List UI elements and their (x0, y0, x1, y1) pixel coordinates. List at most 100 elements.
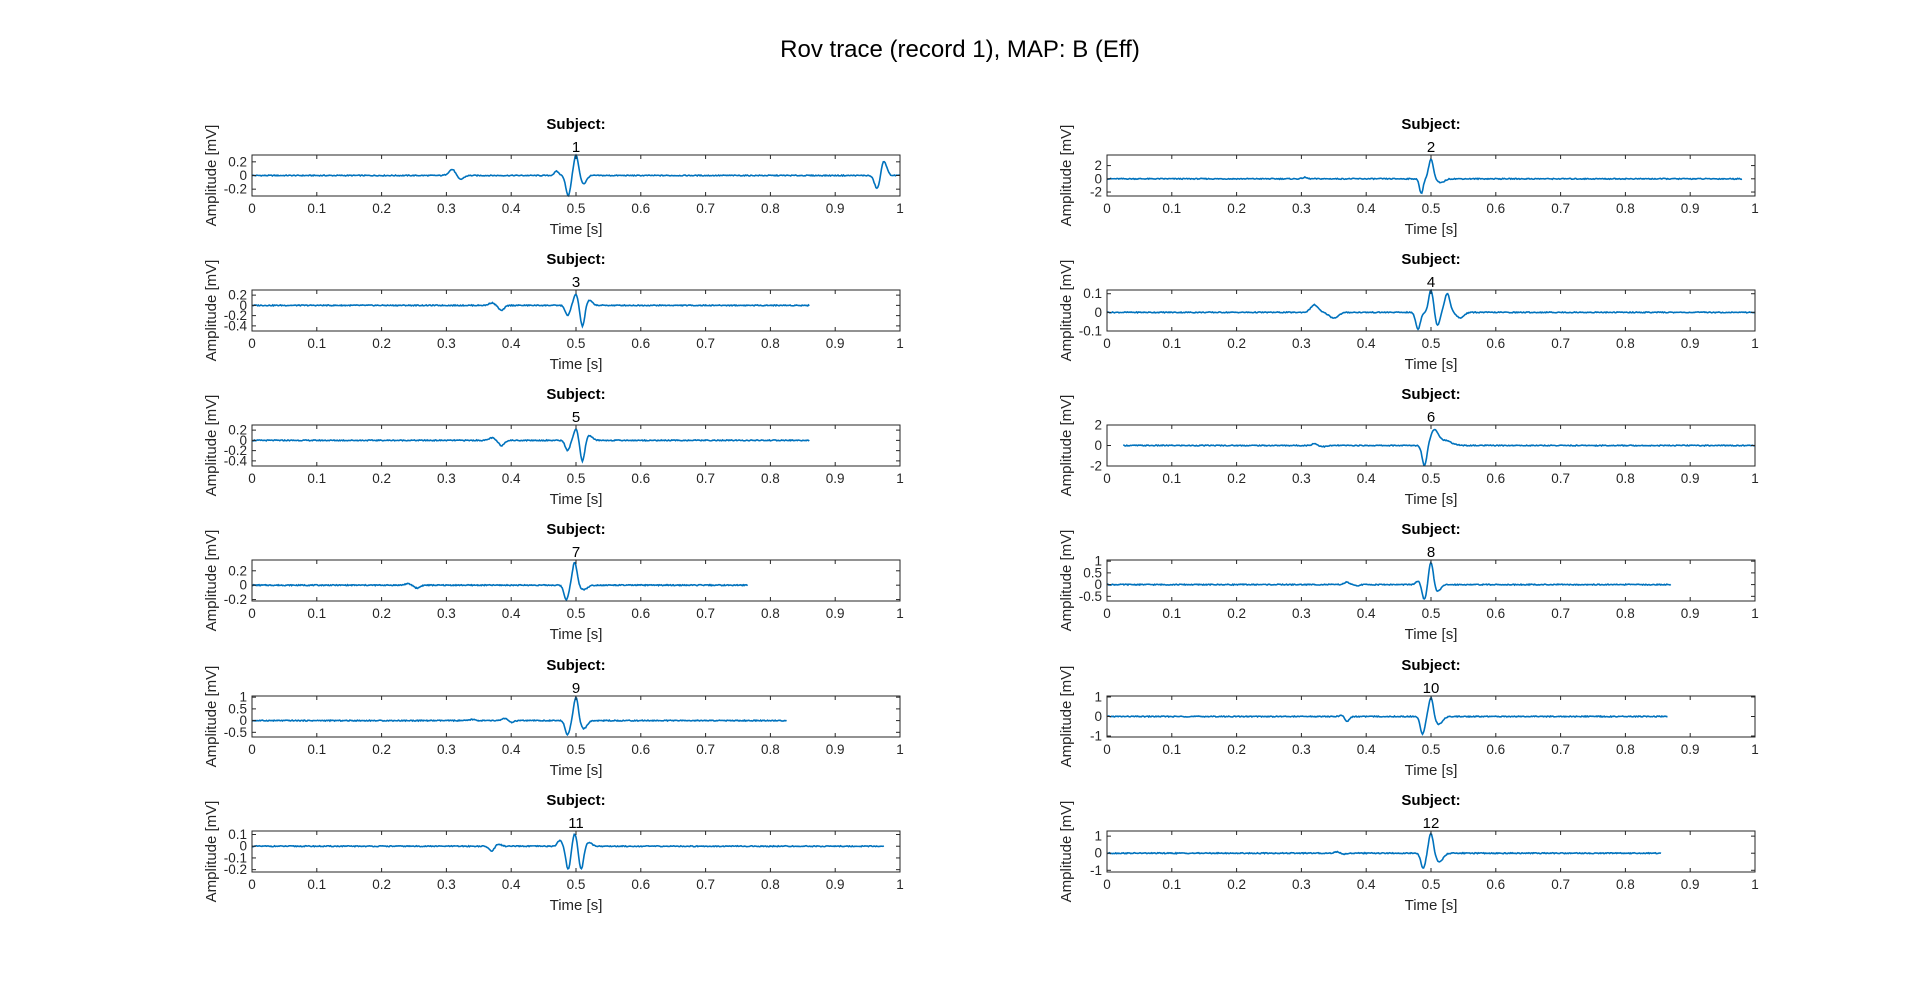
x-tick-label: 0 (248, 471, 256, 486)
series-line (1106, 696, 1668, 736)
y-axis-label: Amplitude [mV] (1058, 801, 1075, 903)
x-tick-label: 0.2 (372, 201, 391, 216)
x-axis-label: Time [s] (550, 626, 603, 643)
x-tick-label: 0.6 (1486, 201, 1505, 216)
x-tick-label: 0.2 (372, 742, 391, 757)
y-tick-label: 0.5 (1083, 565, 1102, 580)
x-tick-label: 0.1 (1162, 606, 1181, 621)
x-tick-label: 0.6 (631, 606, 650, 621)
y-tick-label: 1 (1094, 689, 1102, 704)
x-tick-label: 0.1 (307, 742, 326, 757)
x-tick-label: 0.8 (1616, 606, 1635, 621)
x-tick-label: 0.8 (761, 606, 780, 621)
x-tick-label: 0.6 (631, 877, 650, 892)
subplot-subtitle: 4 (1427, 274, 1435, 291)
subplot-subtitle: 9 (572, 680, 580, 697)
y-tick-label: -0.5 (224, 725, 247, 740)
series-line (251, 561, 748, 602)
x-tick-label: 0.3 (1292, 201, 1311, 216)
x-tick-label: 0.5 (567, 336, 586, 351)
x-axis-label: Time [s] (1405, 491, 1458, 508)
x-tick-label: 0.9 (1681, 201, 1700, 216)
y-tick-label: 2 (1094, 158, 1102, 173)
y-tick-label: 1 (1094, 829, 1102, 844)
subplot-3: 0 0.1 0.2 0.3 0.4 0.5 0.6 0.7 0.8 0.9 1-0.4-0.200.… (203, 251, 904, 373)
subplot-4: 0 0.1 0.2 0.3 0.4 0.5 0.6 0.7 0.8 0.9 1-0.100.1Sub… (1058, 251, 1759, 373)
x-tick-label: 0.7 (1551, 877, 1570, 892)
x-tick-label: 0.1 (1162, 201, 1181, 216)
x-tick-label: 0.3 (1292, 877, 1311, 892)
subplot-title: Subject: (1401, 792, 1460, 809)
x-tick-label: 0.7 (696, 336, 715, 351)
subplot-8: 0 0.1 0.2 0.3 0.4 0.5 0.6 0.7 0.8 0.9 1-0.500.51Su… (1058, 521, 1759, 643)
x-tick-label: 0.4 (1357, 877, 1376, 892)
y-tick-label: -0.5 (1079, 589, 1102, 604)
x-axis-label: Time [s] (1405, 897, 1458, 914)
y-axis-label: Amplitude [mV] (1058, 125, 1075, 227)
subplot-subtitle: 10 (1423, 680, 1440, 697)
x-tick-label: 1 (1751, 877, 1759, 892)
x-tick-label: 0.1 (1162, 742, 1181, 757)
x-tick-label: 0.8 (761, 877, 780, 892)
y-tick-label: -0.2 (224, 862, 247, 877)
y-tick-label: 0 (239, 298, 247, 313)
series-line (251, 292, 810, 329)
x-tick-label: 0 (1103, 606, 1111, 621)
x-tick-label: 0.3 (437, 201, 456, 216)
subplot-6: 0 0.1 0.2 0.3 0.4 0.5 0.6 0.7 0.8 0.9 1-202Subject… (1058, 386, 1759, 508)
x-tick-label: 0.9 (826, 606, 845, 621)
y-tick-label: 0 (1094, 438, 1102, 453)
y-axis-label: Amplitude [mV] (203, 801, 220, 903)
x-tick-label: 0.2 (372, 606, 391, 621)
y-axis-label: Amplitude [mV] (1058, 666, 1075, 768)
x-tick-label: 1 (896, 742, 904, 757)
x-tick-label: 0.8 (1616, 877, 1635, 892)
y-tick-label: 0 (1094, 709, 1102, 724)
x-tick-label: 0.9 (1681, 877, 1700, 892)
y-tick-label: -0.4 (224, 318, 248, 333)
x-tick-label: 0.9 (1681, 336, 1700, 351)
x-tick-label: 0 (1103, 336, 1111, 351)
y-tick-label: 0 (239, 839, 247, 854)
x-tick-label: 0 (248, 742, 256, 757)
series-line (1123, 428, 1756, 467)
x-tick-label: 0.3 (1292, 336, 1311, 351)
y-tick-label: -0.1 (1079, 324, 1102, 339)
y-tick-label: 0 (1094, 305, 1102, 320)
x-tick-label: 0.9 (826, 877, 845, 892)
plot-frame (1106, 289, 1756, 332)
subplot-subtitle: 3 (572, 274, 580, 291)
subplot-1: 0 0.1 0.2 0.3 0.4 0.5 0.6 0.7 0.8 0.9 1-0.200.2Sub… (203, 116, 904, 238)
x-tick-label: 0.4 (502, 336, 521, 351)
y-tick-label: 0.2 (228, 423, 247, 438)
x-tick-label: 0 (1103, 742, 1111, 757)
y-tick-label: 0 (1094, 577, 1102, 592)
figure-title: Rov trace (record 1), MAP: B (Eff) (780, 36, 1140, 63)
x-tick-label: 0.7 (696, 201, 715, 216)
x-tick-label: 0.5 (567, 877, 586, 892)
y-tick-label: 0 (1094, 171, 1102, 186)
x-tick-label: 1 (1751, 336, 1759, 351)
x-axis-label: Time [s] (550, 221, 603, 238)
x-tick-label: 0.9 (1681, 606, 1700, 621)
x-tick-label: 0.6 (631, 471, 650, 486)
x-tick-label: 0.6 (1486, 877, 1505, 892)
x-tick-label: 0.6 (1486, 606, 1505, 621)
x-tick-label: 0.7 (1551, 606, 1570, 621)
x-tick-label: 1 (1751, 201, 1759, 216)
x-tick-label: 0.3 (437, 742, 456, 757)
y-tick-label: 0.1 (228, 827, 247, 842)
subplot-7: 0 0.1 0.2 0.3 0.4 0.5 0.6 0.7 0.8 0.9 1-0.200.2Sub… (203, 521, 904, 643)
x-tick-label: 1 (1751, 471, 1759, 486)
x-tick-label: 0.4 (1357, 201, 1376, 216)
x-tick-label: 0.3 (437, 606, 456, 621)
x-tick-label: 1 (896, 877, 904, 892)
y-tick-label: -0.4 (224, 453, 248, 468)
x-tick-label: 1 (896, 201, 904, 216)
x-tick-label: 0 (1103, 471, 1111, 486)
x-tick-label: 0.7 (1551, 201, 1570, 216)
subplot-subtitle: 2 (1427, 139, 1435, 156)
subplot-12: 0 0.1 0.2 0.3 0.4 0.5 0.6 0.7 0.8 0.9 1-101Subject… (1058, 792, 1759, 914)
x-tick-label: 0.3 (437, 877, 456, 892)
